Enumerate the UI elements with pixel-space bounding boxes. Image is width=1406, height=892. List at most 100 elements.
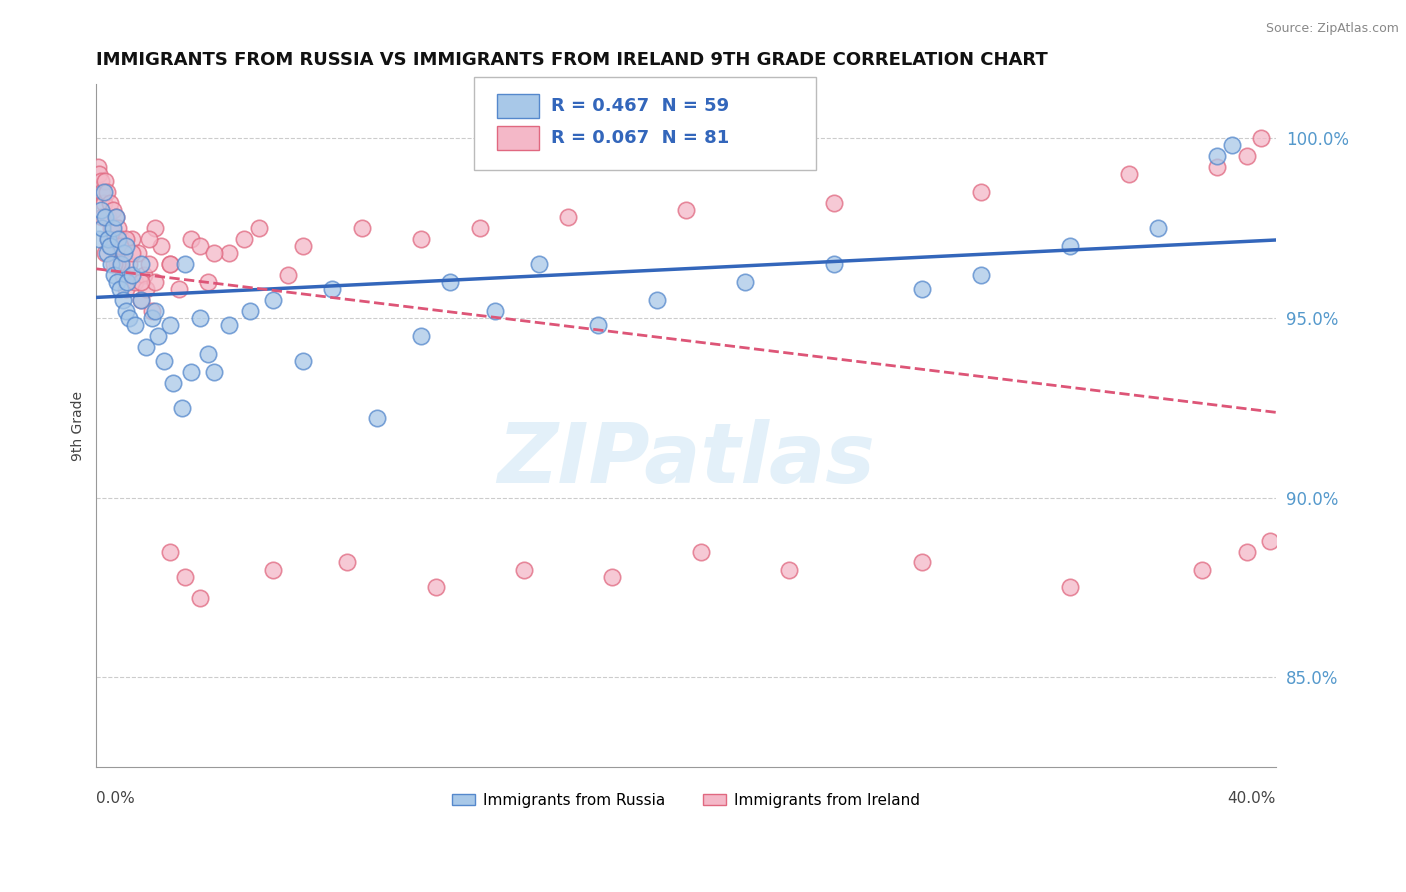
Point bbox=[98, 239, 121, 253]
Point bbox=[112, 239, 135, 253]
Point bbox=[148, 328, 170, 343]
Point bbox=[159, 257, 181, 271]
Point bbox=[262, 562, 284, 576]
Point bbox=[90, 202, 112, 217]
Point bbox=[218, 318, 240, 332]
Point bbox=[94, 210, 117, 224]
Point bbox=[173, 257, 195, 271]
Point bbox=[91, 221, 114, 235]
Point bbox=[425, 581, 447, 595]
Point bbox=[159, 318, 181, 332]
Point bbox=[124, 275, 146, 289]
Point bbox=[468, 221, 491, 235]
Point bbox=[141, 310, 163, 325]
Point bbox=[138, 232, 160, 246]
Point bbox=[135, 340, 157, 354]
Point bbox=[823, 195, 845, 210]
Point bbox=[143, 303, 166, 318]
Point bbox=[103, 268, 125, 282]
Point bbox=[188, 239, 211, 253]
Point bbox=[188, 310, 211, 325]
Point bbox=[117, 275, 139, 289]
Point bbox=[239, 303, 262, 318]
Point bbox=[110, 257, 132, 271]
Point bbox=[162, 376, 184, 390]
Point bbox=[121, 268, 143, 282]
Point bbox=[121, 246, 143, 260]
Point bbox=[118, 310, 141, 325]
Point bbox=[1118, 167, 1140, 181]
Point bbox=[124, 318, 146, 332]
Point bbox=[823, 257, 845, 271]
Point bbox=[409, 328, 432, 343]
Point bbox=[321, 282, 343, 296]
Point bbox=[115, 239, 138, 253]
Text: Source: ZipAtlas.com: Source: ZipAtlas.com bbox=[1265, 22, 1399, 36]
Point bbox=[1250, 131, 1272, 145]
Point bbox=[93, 185, 115, 199]
Point bbox=[91, 185, 114, 199]
Point bbox=[94, 174, 117, 188]
Point bbox=[734, 275, 756, 289]
Point bbox=[159, 544, 181, 558]
Point bbox=[439, 275, 461, 289]
Point bbox=[197, 347, 219, 361]
Point bbox=[129, 293, 152, 307]
Point bbox=[107, 221, 129, 235]
Point bbox=[1206, 160, 1229, 174]
Point bbox=[527, 257, 550, 271]
Point bbox=[366, 411, 388, 425]
Point bbox=[291, 239, 314, 253]
Point bbox=[645, 293, 668, 307]
Point bbox=[513, 562, 536, 576]
Point bbox=[91, 210, 114, 224]
FancyBboxPatch shape bbox=[498, 127, 538, 151]
Point bbox=[484, 303, 506, 318]
Point bbox=[1191, 562, 1213, 576]
Point bbox=[291, 354, 314, 368]
Point bbox=[247, 221, 270, 235]
Point bbox=[110, 232, 132, 246]
Point bbox=[112, 246, 135, 260]
Point bbox=[96, 246, 118, 260]
Point bbox=[1236, 544, 1258, 558]
Point bbox=[94, 246, 117, 260]
Point bbox=[101, 202, 124, 217]
Point bbox=[89, 232, 111, 246]
Point bbox=[232, 232, 254, 246]
Point bbox=[100, 257, 122, 271]
Point bbox=[911, 282, 934, 296]
Point bbox=[277, 268, 299, 282]
Point bbox=[97, 232, 120, 246]
Point bbox=[115, 303, 138, 318]
Text: IMMIGRANTS FROM RUSSIA VS IMMIGRANTS FROM IRELAND 9TH GRADE CORRELATION CHART: IMMIGRANTS FROM RUSSIA VS IMMIGRANTS FRO… bbox=[97, 51, 1047, 69]
Point bbox=[97, 210, 120, 224]
Point bbox=[129, 293, 152, 307]
Text: 0.0%: 0.0% bbox=[97, 791, 135, 806]
Point bbox=[107, 232, 129, 246]
Point bbox=[350, 221, 373, 235]
Point bbox=[127, 246, 149, 260]
Point bbox=[173, 570, 195, 584]
Point bbox=[970, 185, 993, 199]
FancyBboxPatch shape bbox=[498, 95, 538, 119]
Point bbox=[98, 195, 121, 210]
Point bbox=[153, 354, 176, 368]
Point bbox=[970, 268, 993, 282]
Point bbox=[93, 195, 115, 210]
Point bbox=[180, 232, 202, 246]
Point bbox=[101, 221, 124, 235]
Point bbox=[104, 210, 127, 224]
Point bbox=[100, 239, 122, 253]
Point bbox=[108, 257, 131, 271]
Point bbox=[111, 268, 134, 282]
Point bbox=[108, 239, 131, 253]
Point bbox=[138, 257, 160, 271]
Point bbox=[143, 275, 166, 289]
Point bbox=[143, 221, 166, 235]
Point bbox=[118, 257, 141, 271]
Point bbox=[100, 221, 122, 235]
Point bbox=[1236, 149, 1258, 163]
Point bbox=[105, 246, 128, 260]
Point bbox=[202, 365, 225, 379]
